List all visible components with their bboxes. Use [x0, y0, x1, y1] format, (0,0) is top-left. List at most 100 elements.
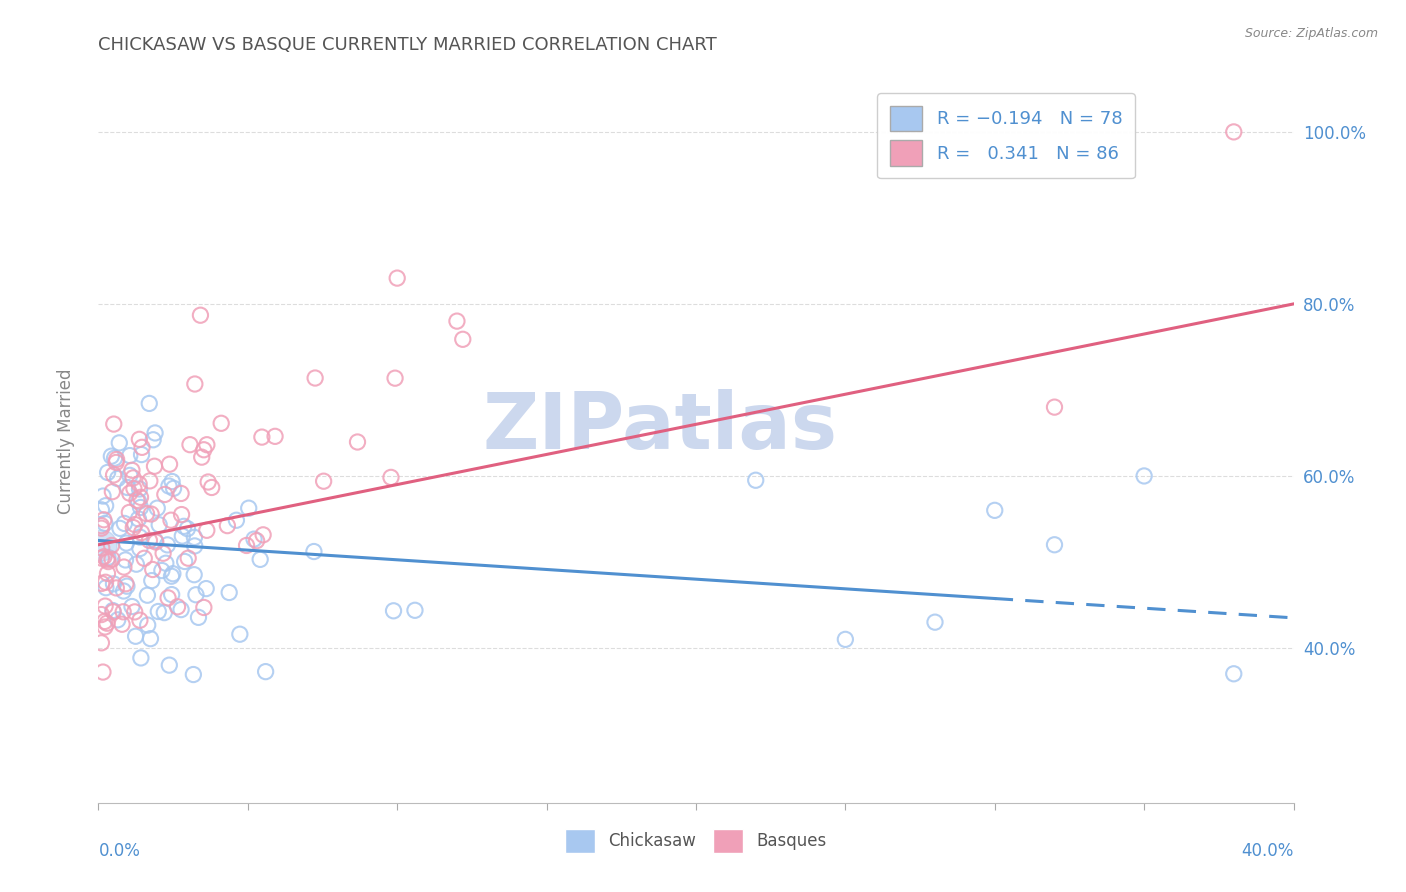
- Point: [93, 513, 115, 527]
- Point: [190, 308, 212, 322]
- Point: [111, 617, 134, 632]
- Point: [187, 610, 209, 624]
- Point: [131, 440, 153, 454]
- Point: [121, 599, 143, 614]
- Point: [170, 508, 193, 522]
- Point: [217, 518, 239, 533]
- Point: [90, 541, 112, 555]
- Point: [122, 482, 145, 496]
- Point: [264, 429, 287, 443]
- Point: [90, 538, 112, 552]
- Point: [94, 575, 117, 590]
- Point: [90, 607, 112, 622]
- Point: [156, 538, 179, 552]
- Point: [160, 475, 183, 489]
- Point: [384, 371, 406, 385]
- Point: [124, 517, 146, 532]
- Point: [160, 569, 183, 583]
- Point: [96, 566, 118, 581]
- Point: [312, 474, 335, 488]
- Point: [122, 471, 145, 485]
- Point: [139, 507, 162, 521]
- Point: [107, 613, 129, 627]
- Point: [90, 518, 112, 533]
- Point: [252, 528, 274, 542]
- Point: [114, 553, 136, 567]
- Point: [170, 602, 193, 616]
- Point: [129, 491, 152, 505]
- Point: [195, 582, 218, 596]
- Point: [195, 523, 218, 537]
- Point: [93, 549, 115, 564]
- Point: [1043, 538, 1066, 552]
- Point: [101, 552, 124, 566]
- Point: [184, 377, 207, 392]
- Point: [90, 551, 112, 566]
- Point: [94, 620, 117, 634]
- Point: [183, 567, 205, 582]
- Point: [94, 499, 117, 513]
- Point: [125, 558, 148, 572]
- Point: [153, 606, 176, 620]
- Point: [141, 574, 163, 588]
- Point: [170, 486, 193, 500]
- Point: [148, 517, 170, 532]
- Point: [108, 435, 131, 450]
- Point: [128, 541, 150, 556]
- Point: [229, 627, 252, 641]
- Point: [172, 529, 194, 543]
- Point: [146, 501, 169, 516]
- Point: [103, 451, 125, 466]
- Point: [122, 520, 145, 534]
- Point: [254, 665, 277, 679]
- Text: ZIPatlas: ZIPatlas: [482, 389, 838, 465]
- Point: [235, 539, 257, 553]
- Point: [190, 450, 212, 464]
- Point: [145, 535, 167, 549]
- Point: [197, 475, 219, 489]
- Point: [108, 521, 131, 535]
- Point: [179, 438, 201, 452]
- Point: [157, 479, 180, 493]
- Point: [924, 615, 946, 630]
- Point: [1043, 400, 1066, 414]
- Point: [136, 588, 159, 602]
- Point: [90, 521, 112, 535]
- Point: [304, 371, 326, 385]
- Point: [112, 516, 135, 531]
- Point: [94, 599, 117, 613]
- Point: [101, 604, 124, 618]
- Point: [97, 466, 120, 480]
- Point: [302, 544, 325, 558]
- Point: [159, 457, 181, 471]
- Point: [745, 473, 768, 487]
- Point: [238, 501, 260, 516]
- Point: [382, 604, 405, 618]
- Point: [91, 665, 114, 679]
- Point: [96, 616, 118, 631]
- Point: [157, 658, 180, 673]
- Point: [115, 576, 138, 591]
- Point: [249, 552, 271, 566]
- Point: [173, 519, 195, 533]
- Point: [128, 477, 150, 491]
- Point: [93, 615, 115, 629]
- Point: [131, 448, 153, 462]
- Point: [148, 605, 170, 619]
- Point: [225, 513, 247, 527]
- Point: [124, 629, 146, 643]
- Point: [128, 494, 150, 508]
- Point: [90, 636, 112, 650]
- Y-axis label: Currently Married: Currently Married: [56, 368, 75, 515]
- Point: [346, 435, 368, 450]
- Point: [138, 533, 160, 548]
- Point: [90, 503, 112, 517]
- Point: [94, 516, 117, 531]
- Point: [834, 632, 856, 647]
- Point: [155, 556, 177, 570]
- Point: [105, 455, 128, 469]
- Point: [103, 467, 125, 482]
- Point: [131, 525, 153, 540]
- Legend: Chickasaw, Basques: Chickasaw, Basques: [558, 822, 834, 860]
- Point: [121, 463, 143, 477]
